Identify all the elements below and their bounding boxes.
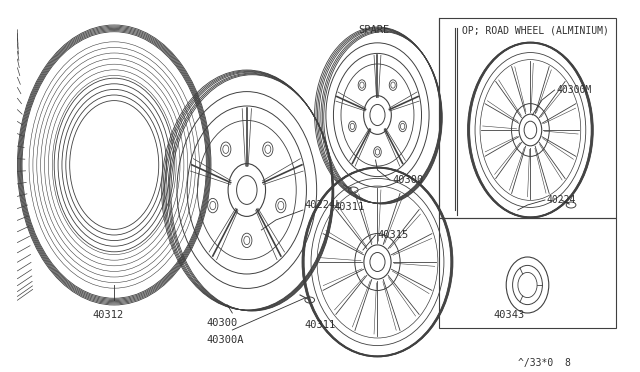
Text: 40311: 40311 [305,320,336,330]
Text: 40315: 40315 [378,230,409,240]
Text: 40300A: 40300A [206,335,244,345]
Text: 40300: 40300 [392,175,423,185]
Text: 40311: 40311 [334,202,365,212]
Text: 40224L: 40224L [305,200,342,210]
Text: SPARE: SPARE [358,25,389,35]
Text: 40300M: 40300M [557,85,592,95]
Text: OP; ROAD WHEEL (ALMINIUM): OP; ROAD WHEEL (ALMINIUM) [461,25,609,35]
Text: 40312: 40312 [92,310,123,320]
Text: 40224: 40224 [547,195,576,205]
Text: ^/33*0  8: ^/33*0 8 [518,358,571,368]
Text: 40300: 40300 [206,318,237,328]
Bar [440,218,616,328]
Bar [440,18,616,218]
Text: 40343: 40343 [493,310,525,320]
